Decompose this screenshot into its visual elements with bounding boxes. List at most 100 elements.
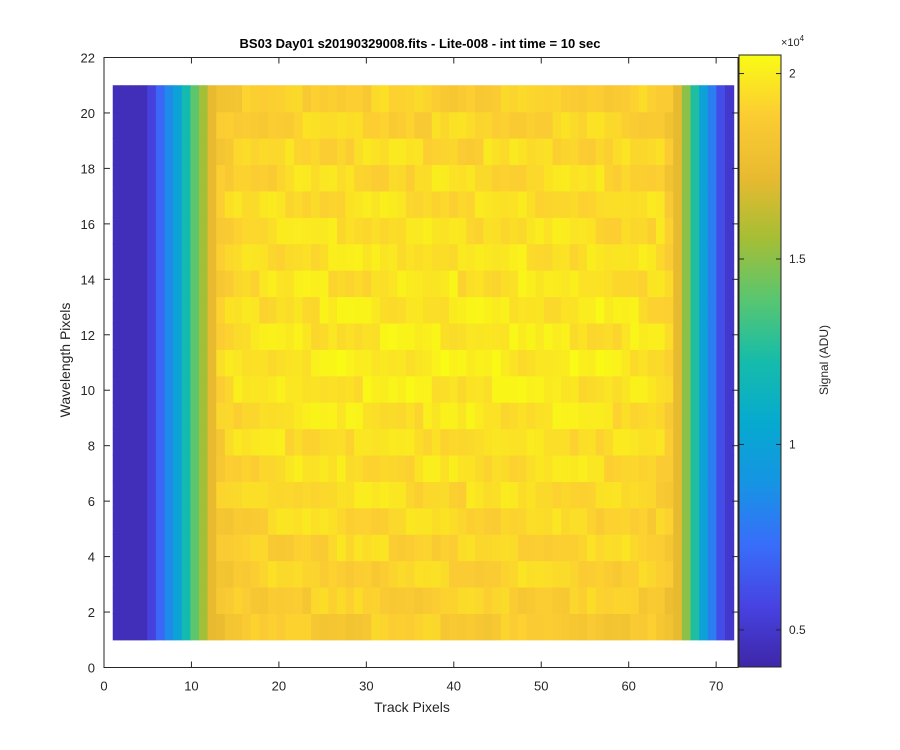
heatmap-cell <box>380 243 390 271</box>
heatmap-cell <box>474 454 485 482</box>
heatmap-cell <box>483 85 493 113</box>
heatmap-cell <box>621 111 631 139</box>
heatmap-cell <box>638 138 648 166</box>
heatmap-cell <box>638 586 648 614</box>
heatmap-cell <box>561 138 571 166</box>
heatmap-cell <box>423 454 433 482</box>
heatmap-cell <box>267 481 278 509</box>
heatmap-cell <box>414 454 424 482</box>
heatmap-cell <box>535 586 545 614</box>
heatmap-cell <box>449 507 459 535</box>
heatmap-cell <box>121 164 131 192</box>
heatmap-cell <box>164 270 174 298</box>
heatmap-cell <box>293 507 304 535</box>
heatmap-cell <box>440 507 450 535</box>
heatmap-cell <box>578 507 588 535</box>
heatmap-cell <box>552 85 562 113</box>
heatmap-cell <box>198 111 209 139</box>
heatmap-cell <box>198 402 209 430</box>
heatmap-cell <box>397 402 407 430</box>
heatmap-cell <box>250 534 260 562</box>
heatmap-cell <box>414 586 424 614</box>
heatmap-cell <box>276 243 286 271</box>
heatmap-cell <box>112 270 122 298</box>
heatmap-cell <box>656 164 666 192</box>
heatmap-cell <box>630 243 640 271</box>
heatmap-cell <box>302 375 312 403</box>
y-tick-label: 10 <box>81 383 95 398</box>
heatmap-cell <box>259 428 269 456</box>
heatmap-cell <box>405 560 416 588</box>
heatmap-cell <box>656 507 666 535</box>
heatmap-cell <box>380 613 390 641</box>
heatmap-cell <box>423 507 433 535</box>
heatmap-cell <box>483 560 493 588</box>
heatmap-cell <box>604 111 614 139</box>
heatmap-cell <box>552 270 562 298</box>
heatmap-cell <box>681 190 692 218</box>
heatmap-cell <box>423 534 433 562</box>
heatmap-cell <box>449 534 459 562</box>
heatmap-cell <box>699 428 709 456</box>
heatmap-cell <box>578 428 588 456</box>
heatmap-cell <box>155 296 166 324</box>
heatmap-cell <box>302 507 312 535</box>
heatmap-cell <box>138 402 148 430</box>
heatmap-cell <box>492 481 502 509</box>
heatmap-cell <box>673 454 683 482</box>
heatmap-cell <box>440 349 450 377</box>
heatmap-cell <box>371 481 381 509</box>
heatmap-cell <box>656 296 666 324</box>
heatmap-cell <box>242 270 252 298</box>
heatmap-cell <box>190 138 200 166</box>
heatmap-cell <box>147 560 157 588</box>
heatmap-cell <box>147 507 157 535</box>
heatmap-cell <box>552 190 562 218</box>
heatmap-cell <box>543 507 554 535</box>
heatmap-cell <box>612 507 623 535</box>
heatmap-cell <box>371 111 381 139</box>
heatmap-cell <box>190 560 200 588</box>
heatmap-cell <box>457 164 467 192</box>
heatmap-cell <box>449 217 459 245</box>
heatmap-cell <box>173 243 183 271</box>
heatmap-cell <box>190 613 200 641</box>
heatmap-cell <box>440 243 450 271</box>
heatmap-cell <box>285 243 295 271</box>
heatmap-cell <box>362 164 373 192</box>
heatmap-cell <box>371 85 381 113</box>
heatmap-cell <box>707 190 717 218</box>
heatmap-cell <box>612 138 623 166</box>
heatmap-cell <box>647 428 657 456</box>
heatmap-cell <box>725 243 735 271</box>
heatmap-cell <box>474 217 485 245</box>
heatmap-cell <box>302 481 312 509</box>
heatmap-cell <box>242 349 252 377</box>
heatmap-cell <box>638 375 648 403</box>
heatmap-cell <box>630 586 640 614</box>
heatmap-cell <box>380 296 390 324</box>
heatmap-cell <box>474 138 485 166</box>
heatmap-cell <box>535 296 545 324</box>
heatmap-cell <box>569 243 579 271</box>
heatmap-cell <box>293 402 304 430</box>
heatmap-cell <box>328 85 338 113</box>
heatmap-cell <box>569 322 579 350</box>
heatmap-cell <box>483 138 493 166</box>
heatmap-cell <box>129 402 140 430</box>
heatmap-cell <box>388 190 398 218</box>
y-tick-label: 20 <box>81 106 95 121</box>
heatmap-cell <box>725 322 735 350</box>
heatmap-cell <box>405 349 416 377</box>
heatmap-cell <box>690 190 700 218</box>
heatmap-cell <box>630 507 640 535</box>
heatmap-cell <box>319 270 329 298</box>
heatmap-cell <box>457 349 467 377</box>
heatmap-cell <box>707 217 717 245</box>
heatmap-cell <box>664 243 674 271</box>
heatmap-cell <box>216 296 226 324</box>
heatmap-cell <box>397 322 407 350</box>
heatmap-cell <box>328 138 338 166</box>
heatmap-cell <box>500 190 511 218</box>
heatmap-cell <box>181 270 191 298</box>
